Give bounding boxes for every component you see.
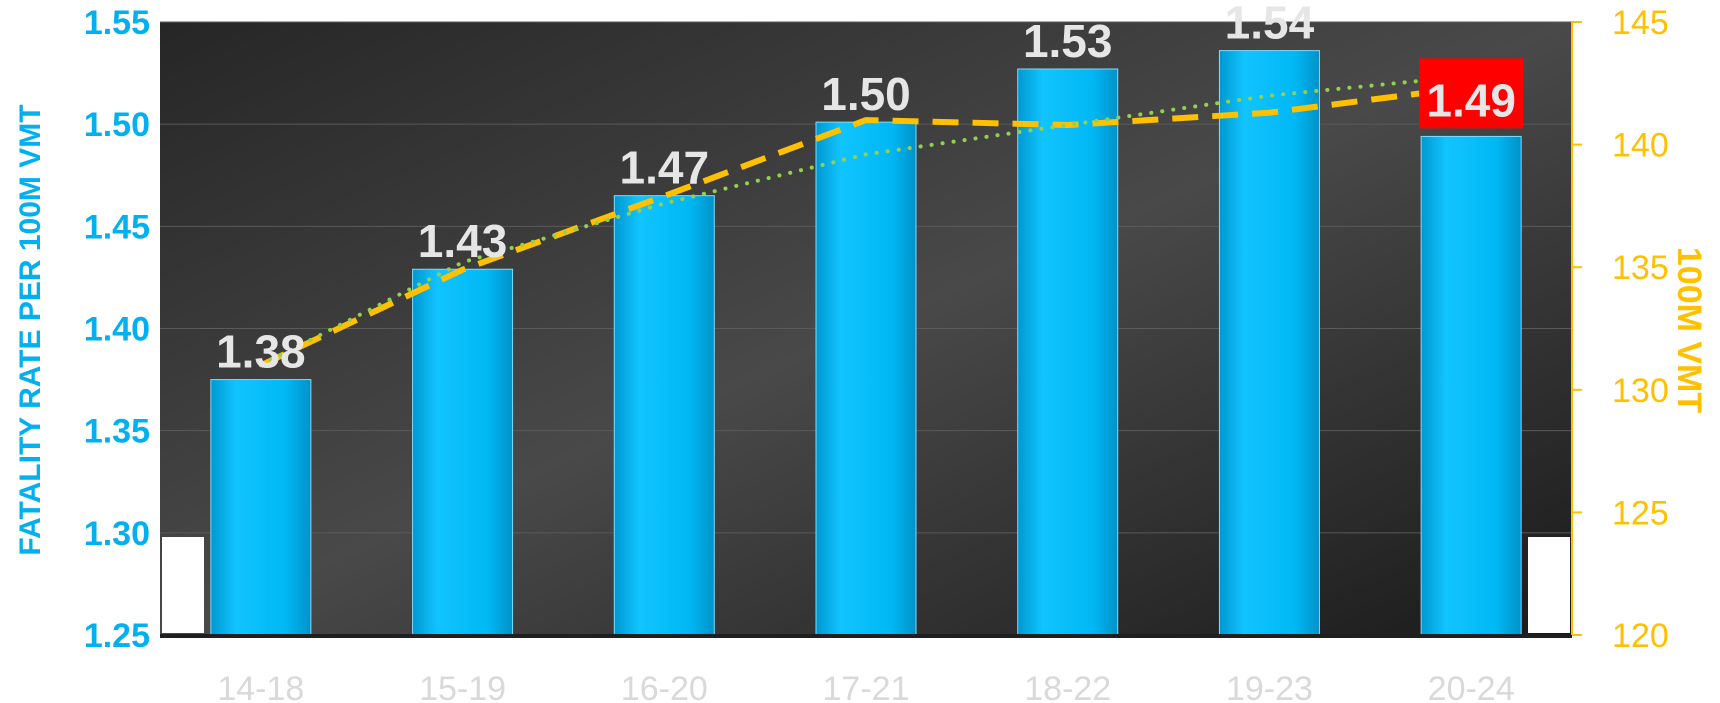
category-label-18-22: 18-22 — [1024, 670, 1111, 703]
corner-block-left — [162, 537, 204, 633]
right-tick-label: 140 — [1612, 127, 1669, 165]
right-tick-label: 125 — [1612, 494, 1669, 532]
data-label-20-24: 1.49 — [1426, 74, 1516, 126]
bar-19-23 — [1218, 50, 1320, 636]
data-label-14-18: 1.38 — [216, 326, 306, 378]
bars — [210, 50, 1522, 636]
data-label-16-20: 1.47 — [620, 142, 710, 194]
left-tick-label: 1.55 — [84, 4, 150, 42]
axes: 120 125 130 135 140 145 1.25 1.30 1.35 1.40 1.45 1.… — [14, 4, 1708, 703]
data-label-15-19: 1.43 — [418, 215, 508, 267]
bar-15-19 — [412, 268, 514, 636]
data-labels: 1.38 1.43 1.47 1.50 1.53 1.54 1.49 — [216, 0, 1524, 378]
left-tick-label: 1.30 — [84, 515, 150, 553]
bar-20-24 — [1420, 135, 1522, 636]
category-label-20-24: 20-24 — [1428, 670, 1515, 703]
left-tick-label: 1.50 — [84, 106, 150, 144]
category-label-16-20: 16-20 — [621, 670, 708, 703]
bar-14-18 — [210, 379, 312, 636]
left-tick-label: 1.40 — [84, 311, 150, 349]
data-label-19-23: 1.54 — [1225, 0, 1315, 49]
right-tick-label: 135 — [1612, 249, 1669, 287]
corner-block-right — [1528, 537, 1570, 633]
category-label-17-21: 17-21 — [823, 670, 910, 703]
bar-18-22 — [1017, 68, 1119, 636]
right-tick-label: 120 — [1612, 617, 1669, 655]
left-axis-title: FATALITY RATE PER 100M VMT — [14, 104, 47, 555]
left-tick-label: 1.45 — [84, 208, 150, 246]
highlight-label-box — [1419, 58, 1524, 129]
bar-16-20 — [613, 195, 715, 636]
category-label-15-19: 15-19 — [419, 670, 506, 703]
right-tick-label: 130 — [1612, 372, 1669, 410]
data-label-17-21: 1.50 — [821, 68, 911, 120]
vmt-dashed-line — [259, 87, 1442, 369]
trend-lines — [258, 73, 1474, 369]
right-axis-title: 100M VMT — [1670, 247, 1708, 413]
left-tick-label: 1.35 — [84, 413, 150, 451]
category-label-14-18: 14-18 — [217, 670, 304, 703]
bar-17-21 — [815, 121, 917, 636]
right-tick-label: 145 — [1612, 4, 1669, 42]
category-label-19-23: 19-23 — [1226, 670, 1313, 703]
vmt-trend-dotted-line — [258, 73, 1474, 368]
data-label-18-22: 1.53 — [1023, 15, 1113, 67]
left-tick-label: 1.25 — [84, 617, 150, 655]
